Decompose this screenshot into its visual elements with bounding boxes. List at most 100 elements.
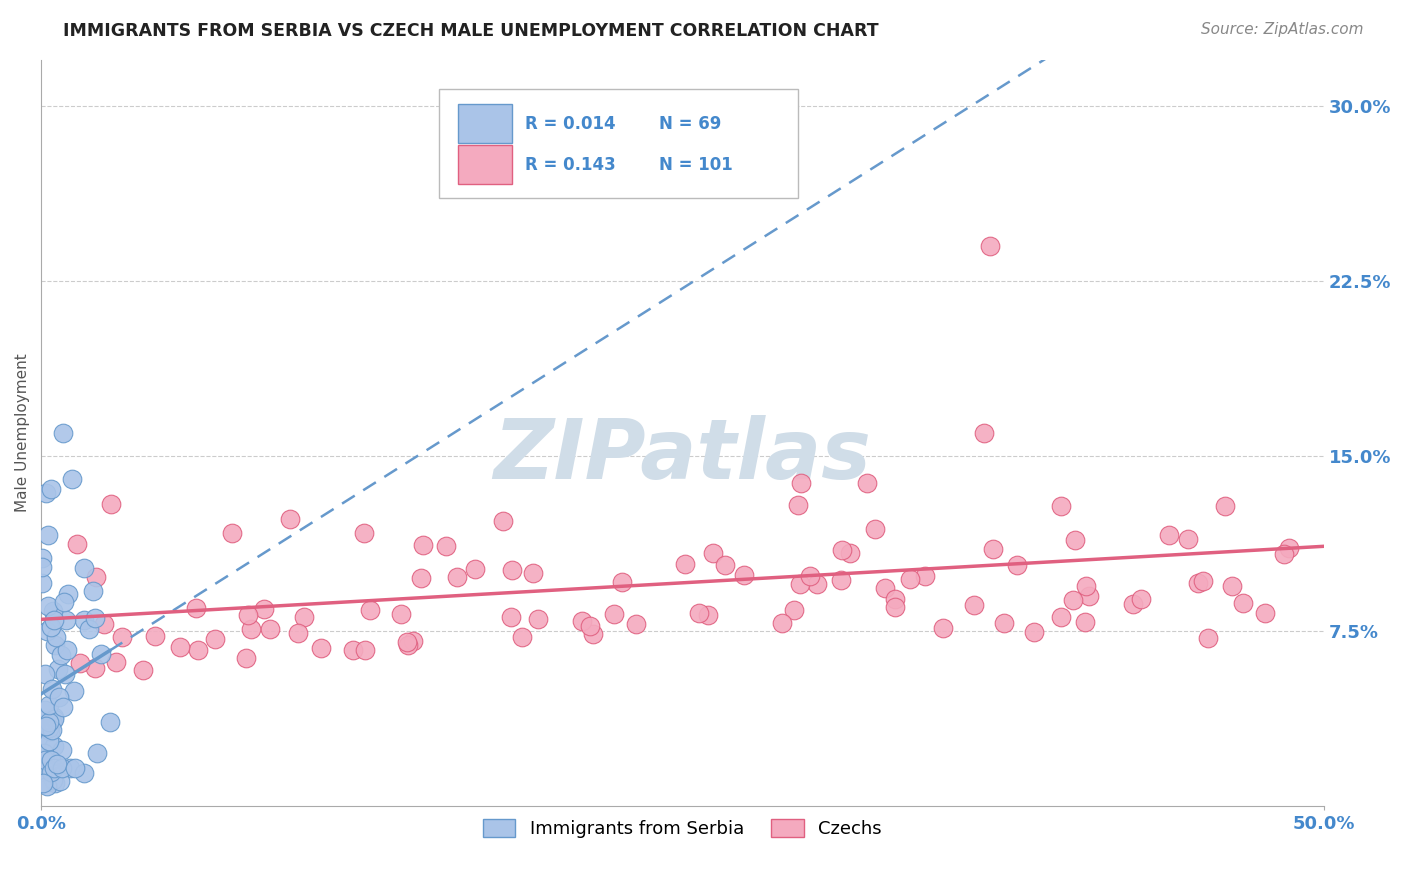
Point [37,624,59,638]
Point [526,612,548,626]
Text: N = 101: N = 101 [659,156,733,174]
Point [499,610,522,624]
Point [98,714,121,729]
Point [221,525,243,540]
Point [39,620,62,634]
Point [1278,541,1301,556]
Point [32,746,55,760]
Point [35,780,58,794]
Text: IMMIGRANTS FROM SERBIA VS CZECH MALE UNEMPLOYMENT CORRELATION CHART: IMMIGRANTS FROM SERBIA VS CZECH MALE UNE… [63,22,879,40]
Point [46,662,69,676]
Point [1213,500,1236,514]
Point [389,607,412,621]
Point [35,486,58,500]
Point [41,723,63,737]
Point [58,587,80,601]
Point [610,575,633,590]
Point [35,736,58,750]
Point [914,569,936,583]
FancyBboxPatch shape [458,104,512,143]
Text: R = 0.143: R = 0.143 [524,156,616,174]
Point [883,592,905,607]
Point [1050,500,1073,514]
Point [932,621,955,635]
Point [42,739,65,753]
Point [41,681,63,696]
Point [31,717,53,731]
Point [1076,579,1098,593]
Point [90,647,112,661]
Point [84,611,107,625]
Point [278,512,301,526]
Point [786,498,808,512]
Point [37,528,59,542]
Point [1197,631,1219,645]
Point [66,537,89,551]
Point [52,700,75,714]
FancyBboxPatch shape [439,89,797,198]
Point [84,570,107,584]
Point [34,667,56,681]
Point [35,719,58,733]
Point [73,561,96,575]
Point [770,615,793,630]
Point [981,542,1004,557]
Point [464,562,486,576]
Point [748,157,770,171]
Point [39,482,62,496]
Point [55,613,77,627]
Point [131,663,153,677]
Point [309,641,332,656]
Point [856,476,879,491]
Text: N = 69: N = 69 [659,115,721,133]
Point [673,558,696,572]
Point [42,604,65,618]
Point [34,702,56,716]
Point [169,640,191,654]
Point [799,568,821,582]
Point [37,599,59,614]
Point [63,761,86,775]
Point [1187,575,1209,590]
Point [1078,589,1101,603]
Point [1254,606,1277,620]
Point [979,239,1001,253]
Point [31,551,53,566]
Point [41,765,63,780]
Point [204,632,226,646]
Point [830,573,852,587]
Point [31,776,53,790]
Point [56,643,79,657]
Point [51,425,73,440]
Text: ZIPatlas: ZIPatlas [494,415,872,496]
Point [111,630,134,644]
Point [353,526,375,541]
Point [31,713,53,727]
Y-axis label: Male Unemployment: Male Unemployment [15,353,30,512]
Point [831,543,853,558]
Point [104,656,127,670]
Point [342,643,364,657]
Point [44,712,66,726]
Point [1050,610,1073,624]
Point [253,602,276,616]
Point [52,595,75,609]
Point [49,648,72,662]
Point [973,425,995,440]
Point [789,475,811,490]
Point [62,684,84,698]
Point [603,607,626,621]
Point [395,635,418,649]
Point [883,599,905,614]
Point [46,756,69,771]
Point [1062,593,1084,607]
Point [501,563,523,577]
Point [34,753,56,767]
Point [287,626,309,640]
Point [38,722,60,736]
Point [69,656,91,670]
Text: Source: ZipAtlas.com: Source: ZipAtlas.com [1201,22,1364,37]
Point [86,747,108,761]
Point [44,775,66,789]
Point [77,622,100,636]
